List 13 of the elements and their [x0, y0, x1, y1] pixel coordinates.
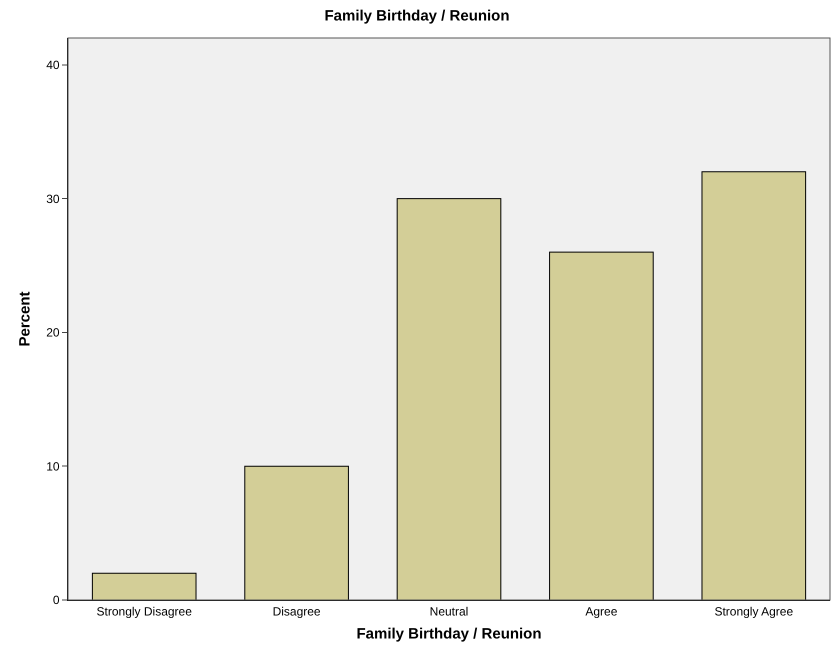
x-tick-label: Agree	[585, 604, 618, 618]
chart-title: Family Birthday / Reunion	[324, 7, 510, 24]
y-tick-label: 40	[46, 58, 60, 72]
y-tick-label: 0	[52, 593, 60, 608]
x-axis-title: Family Birthday / Reunion	[356, 625, 542, 642]
x-tick-label: Neutral	[430, 604, 468, 618]
x-tick-label: Disagree	[272, 604, 321, 618]
y-tick-label: 20	[46, 326, 60, 340]
y-tick-label: 30	[46, 192, 60, 206]
y-tick-label: 10	[46, 459, 60, 474]
x-tick-label: Strongly Agree	[714, 604, 794, 618]
x-tick-label: Strongly Disagree	[96, 604, 192, 618]
y-axis-title: Percent	[16, 291, 34, 347]
